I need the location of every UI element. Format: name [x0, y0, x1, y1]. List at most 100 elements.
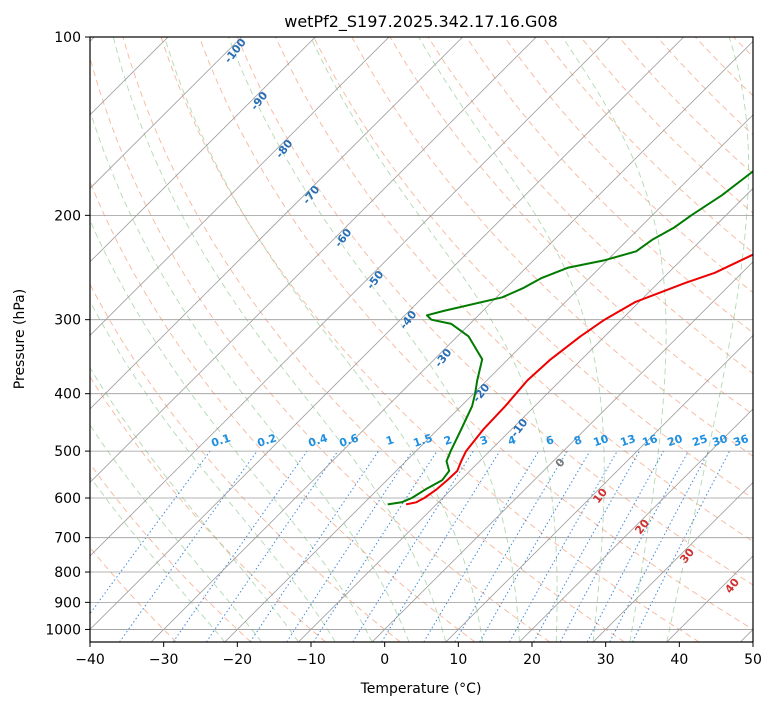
dry-adiabat-label: 40 — [722, 576, 742, 596]
y-tick-label: 500 — [54, 444, 81, 460]
isotherm — [90, 37, 611, 557]
dry-adiabat — [618, 37, 753, 175]
mixing-ratio-label: 2 — [442, 433, 453, 448]
mixing-ratio-label: 0.4 — [307, 431, 330, 449]
mixing-ratio-line — [249, 450, 379, 642]
dry-adiabat-label: -50 — [364, 268, 387, 292]
y-tick-label: 900 — [54, 595, 81, 611]
dry-adiabat-label: -60 — [332, 226, 355, 250]
dry-adiabat — [90, 375, 326, 642]
mixing-ratio-line — [586, 450, 689, 642]
y-tick-label: 200 — [54, 208, 81, 224]
x-tick-label: 20 — [523, 652, 541, 668]
dry-adiabat — [275, 37, 753, 542]
dry-adiabat-label: -100 — [222, 36, 249, 66]
x-tick-label: −10 — [296, 652, 326, 668]
x-tick-label: −20 — [223, 652, 253, 668]
moist-adiabat — [90, 424, 262, 642]
isotherm — [592, 481, 753, 642]
plot-area — [90, 37, 775, 642]
mixing-ratio-label: 8 — [572, 433, 583, 448]
mixing-ratio-line — [313, 450, 438, 642]
mixing-ratio-label: 0.6 — [338, 431, 361, 449]
x-tick-label: 40 — [670, 652, 688, 668]
isotherm — [298, 187, 753, 642]
mixing-ratio-label: 30 — [711, 432, 730, 449]
dry-adiabat — [504, 37, 753, 294]
mixing-ratio-line — [119, 450, 258, 642]
mixing-ratio-label: 16 — [641, 432, 660, 449]
y-tick-label: 800 — [54, 565, 81, 581]
dry-adiabat — [198, 37, 753, 630]
mixing-ratio-label: 0.1 — [210, 431, 233, 449]
moist-adiabat — [666, 37, 749, 642]
mixing-ratio-label: 36 — [732, 432, 751, 449]
dry-adiabat-label: -40 — [397, 308, 420, 332]
dry-adiabat — [90, 55, 550, 642]
isotherm — [371, 261, 753, 642]
dry-adiabat — [90, 283, 401, 642]
x-tick-label: 30 — [597, 652, 615, 668]
moist-adiabat — [228, 37, 520, 642]
dry-adiabat-label: 0 — [553, 456, 568, 470]
x-tick-label: −40 — [75, 652, 105, 668]
moist-adiabat — [164, 37, 484, 642]
dry-adiabat — [351, 37, 753, 457]
x-tick-label: −30 — [149, 652, 179, 668]
y-tick-label: 100 — [54, 30, 81, 46]
moist-adiabat — [112, 37, 447, 642]
y-tick-label: 700 — [54, 531, 81, 547]
moist-adiabat — [90, 109, 410, 642]
dry-adiabat — [465, 37, 753, 334]
isotherm — [90, 37, 537, 483]
isotherm — [519, 408, 753, 642]
dry-adiabat — [389, 37, 753, 415]
dry-adiabat-label: -80 — [273, 137, 296, 161]
moist-adiabat — [310, 37, 558, 642]
moist-adiabat — [418, 37, 605, 642]
y-tick-label: 1000 — [45, 622, 81, 638]
mixing-ratio-label: 20 — [666, 432, 685, 449]
dry-adiabat — [90, 180, 476, 642]
x-tick-label: 0 — [380, 652, 389, 668]
mixing-ratio-line — [90, 450, 211, 615]
mixing-ratio-line — [533, 450, 640, 642]
dry-adiabat — [122, 37, 625, 642]
dry-adiabat — [313, 37, 753, 499]
mixing-ratio-label: 3 — [478, 433, 489, 448]
mixing-ratio-line — [286, 450, 413, 642]
dry-adiabat-label: 10 — [590, 486, 610, 506]
plot-frame — [89, 36, 754, 643]
isotherm — [90, 37, 390, 336]
moist-adiabat — [90, 366, 299, 642]
dry-adiabat — [772, 37, 775, 642]
dry-adiabat — [160, 37, 700, 642]
moist-adiabat — [90, 219, 373, 642]
mixing-ratio-line — [205, 450, 339, 642]
x-tick-label: 50 — [744, 652, 762, 668]
moist-adiabat — [90, 476, 226, 642]
dewpoint-profile — [387, 170, 753, 506]
mixing-ratio-line — [454, 450, 568, 642]
mixing-ratio-label: 25 — [691, 432, 710, 449]
moist-adiabat — [562, 37, 667, 642]
dry-adiabat-label: 30 — [677, 546, 697, 566]
mixing-ratio-label: 1 — [384, 433, 395, 448]
data-lines: -100-90-80-70-60-50-40-30-20-10010203040… — [210, 36, 753, 596]
y-tick-label: 600 — [54, 491, 81, 507]
x-axis-title: Temperature (°C) — [360, 681, 482, 697]
mixing-ratio-label: 6 — [544, 433, 556, 448]
mixing-ratio-line — [423, 450, 540, 642]
isotherm — [445, 334, 753, 642]
chart-title: wetPf2_S197.2025.342.17.16.G08 — [284, 12, 558, 32]
mixing-ratio-label: 0.2 — [256, 431, 279, 449]
x-tick-label: 10 — [449, 652, 467, 668]
mixing-ratio-label: 4 — [506, 433, 518, 448]
mixing-ratio-line — [172, 450, 308, 642]
mixing-ratio-line — [381, 450, 501, 642]
dry-adiabat — [236, 37, 753, 586]
y-tick-label: 300 — [54, 313, 81, 329]
mixing-ratio-label: 1.5 — [412, 431, 435, 449]
isotherm — [90, 37, 684, 630]
dry-adiabat — [90, 463, 252, 642]
